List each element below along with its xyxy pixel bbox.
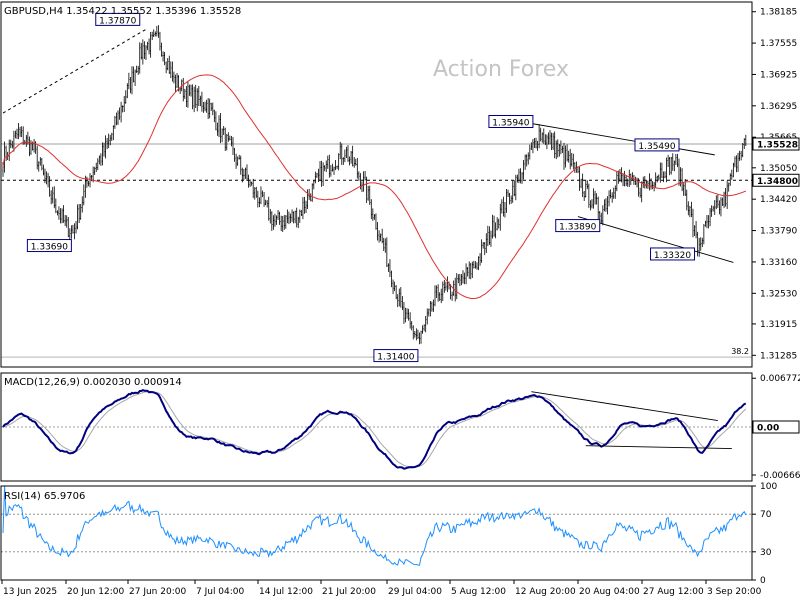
price-annotation[interactable]: 1.35490 [634,138,680,152]
x-tick-label: 5 Aug 12:00 [451,587,506,597]
candles-group[interactable] [2,25,747,345]
price-annotation[interactable]: 1.37870 [95,12,141,26]
moving-average-line [2,74,746,299]
x-tick-label: 12 Aug 20:00 [515,587,576,597]
macd-label: MACD(12,26,9) 0.002030 0.000914 [4,377,182,388]
y-tick-label: 1.34420 [760,195,797,205]
y-tick-label: 1.32530 [760,289,797,299]
annotation-text: 1.35940 [492,119,529,129]
x-tick-label: 14 Jul 12:00 [259,587,313,597]
price-annotation[interactable]: 1.31400 [373,349,419,363]
svg-text:1.34800: 1.34800 [757,177,798,187]
macd-tick-label: -0.006667 [760,471,800,481]
price-annotation[interactable]: 1.33690 [26,239,72,253]
annotation-text: 1.35490 [638,142,675,152]
price-annotation[interactable]: 1.33890 [555,219,601,233]
upper-channel-line[interactable] [531,123,715,156]
macd-current-tag: 0.00 [752,420,800,434]
y-tick-label: 1.33790 [760,227,797,237]
macd-tick-label: 0.006772 [760,374,800,384]
price-annotation[interactable]: 1.35940 [488,115,534,129]
price-annotation[interactable]: 1.33320 [650,247,696,261]
y-tick-label: 1.31915 [760,320,797,330]
x-tick-label: 27 Jun 20:00 [129,587,186,597]
svg-text:0.00: 0.00 [757,424,779,434]
annotation-text: 1.37870 [99,16,136,26]
rsi-tick-label: 70 [760,510,772,520]
current-price-tag: 1.35528 [752,137,800,151]
macd-trend-line[interactable] [531,391,718,421]
x-tick-label: 20 Jun 12:00 [67,587,124,597]
rsi-panel-plot[interactable] [1,485,752,566]
x-tick-label: 7 Jul 04:00 [196,587,245,597]
x-tick-label: 20 Aug 04:00 [579,587,640,597]
rsi-panel-frame [0,485,753,581]
y-tick-label: 1.36295 [760,102,797,112]
lower-channel-line[interactable] [577,216,734,263]
y-tick-label: 1.31285 [760,351,797,361]
y-tick-label: 1.35050 [760,164,797,174]
rsi-tick-label: 100 [760,482,777,492]
macd-line [2,388,747,470]
support-price-tag: 1.34800 [752,173,800,187]
fib-label: 38.2 [731,347,749,356]
y-tick-label: 1.33160 [760,258,797,268]
macd-panel-frame [0,372,753,482]
annotation-text: 1.33890 [559,223,596,233]
rsi-label: RSI(14) 65.9706 [4,491,85,502]
macd-panel-plot[interactable] [1,388,752,470]
annotation-text: 1.33690 [31,243,68,253]
x-tick-label: 29 Jul 04:00 [388,587,442,597]
annotation-text: 1.31400 [377,353,414,363]
macd-support-line[interactable] [585,445,732,450]
y-tick-label: 1.38185 [760,8,797,18]
x-tick-label: 13 Jun 2025 [3,587,57,597]
rsi-tick-label: 30 [760,548,772,558]
macd-signal-line [2,391,747,468]
rsi-line [2,485,747,566]
y-tick-label: 1.36925 [760,70,797,80]
main-panel-frame [0,1,753,368]
chart-header: GBPUSD,H4 1.35422 1.35552 1.35396 1.3552… [4,6,241,17]
y-tick-label: 1.37555 [760,39,797,49]
x-tick-label: 3 Sep 20:00 [707,587,762,597]
watermark-text: Action Forex [433,57,569,82]
uptrend-dashed-line[interactable] [2,27,148,114]
x-tick-label: 27 Aug 12:00 [643,587,704,597]
x-tick-label: 21 Jul 20:00 [322,587,376,597]
svg-text:1.35528: 1.35528 [757,141,798,151]
rsi-tick-label: 0 [760,576,766,586]
annotation-text: 1.33320 [654,251,691,261]
